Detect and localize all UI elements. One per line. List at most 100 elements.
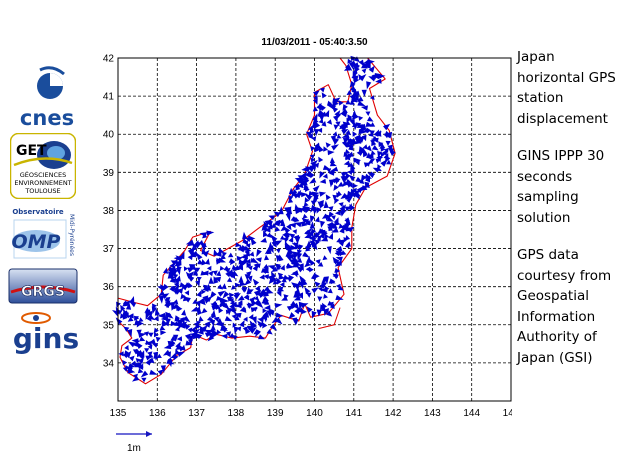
station-arrow: [298, 307, 304, 313]
station-arrow: [286, 224, 292, 231]
station-arrow: [371, 73, 379, 79]
station-arrow: [249, 296, 256, 304]
station-arrow: [201, 259, 207, 266]
station-arrow: [207, 334, 215, 342]
station-arrow: [293, 252, 299, 260]
station-arrow: [337, 285, 344, 291]
station-arrow: [173, 282, 180, 288]
station-arrow: [123, 326, 130, 332]
station-arrow: [334, 210, 341, 216]
station-arrow: [215, 320, 222, 326]
station-arrow: [342, 180, 349, 187]
station-arrow: [275, 277, 282, 285]
station-arrow: [366, 153, 374, 159]
station-arrow: [246, 271, 252, 277]
station-arrow: [334, 197, 340, 205]
station-arrow: [321, 92, 327, 99]
lat-tick-label: 41: [103, 92, 115, 103]
station-arrow: [361, 134, 367, 142]
station-arrow: [229, 292, 235, 298]
station-arrow: [328, 301, 334, 307]
station-arrow: [253, 329, 260, 335]
station-arrow: [173, 334, 179, 342]
station-arrow: [313, 90, 320, 97]
station-arrow: [343, 237, 349, 243]
station-arrow: [127, 341, 136, 348]
station-arrow: [223, 265, 231, 272]
station-arrow: [329, 157, 335, 164]
station-arrow: [128, 363, 136, 369]
station-arrow: [339, 112, 348, 118]
station-arrow: [155, 336, 161, 343]
station-arrow: [209, 327, 215, 335]
station-arrow: [383, 133, 392, 139]
station-arrow: [196, 290, 202, 298]
station-arrow: [271, 266, 278, 272]
station-arrow: [298, 301, 304, 310]
station-arrow: [301, 221, 308, 227]
station-arrow: [385, 140, 391, 146]
station-arrow: [366, 81, 372, 90]
station-arrow: [344, 206, 352, 212]
station-arrow: [124, 300, 131, 307]
station-arrow: [228, 258, 235, 263]
station-arrow: [167, 357, 173, 362]
station-arrow: [166, 312, 174, 319]
station-arrow: [292, 317, 298, 326]
station-arrow: [127, 329, 133, 338]
station-arrow: [243, 245, 252, 252]
station-arrow: [312, 113, 318, 122]
station-arrow: [250, 322, 258, 330]
station-arrow: [289, 259, 295, 264]
station-arrow: [292, 234, 299, 240]
station-arrow: [280, 225, 287, 232]
station-arrow: [244, 278, 252, 286]
displacement-arrows: [112, 55, 396, 383]
station-arrow: [280, 235, 285, 240]
station-arrow: [132, 341, 139, 348]
station-arrow: [202, 270, 209, 276]
station-arrow: [221, 298, 230, 304]
station-arrow: [127, 368, 136, 374]
station-arrow: [322, 173, 328, 179]
station-arrow: [169, 277, 176, 284]
station-arrow: [380, 146, 386, 152]
station-arrow: [278, 254, 284, 262]
caption-panel: Japan horizontal GPS station displacemen…: [517, 47, 617, 385]
station-arrow: [343, 151, 349, 157]
station-arrow: [201, 242, 207, 248]
station-arrow: [241, 287, 247, 293]
station-arrow: [355, 160, 360, 166]
station-arrow: [125, 302, 132, 310]
station-arrow: [208, 270, 214, 277]
station-arrow: [312, 98, 318, 105]
station-arrow: [167, 341, 174, 346]
station-arrow: [326, 222, 332, 228]
station-arrow: [330, 135, 336, 144]
station-arrow: [351, 110, 357, 118]
station-arrow: [318, 286, 323, 292]
station-arrow: [319, 171, 325, 179]
lat-tick-label: 40: [103, 130, 115, 141]
station-arrow: [332, 256, 339, 264]
station-arrow: [358, 129, 366, 135]
station-arrow: [185, 239, 194, 245]
station-arrow: [262, 315, 268, 323]
station-arrow: [344, 223, 350, 232]
station-arrow: [196, 276, 202, 282]
station-arrow: [309, 221, 315, 229]
station-arrow: [146, 315, 152, 322]
station-arrow: [330, 278, 336, 285]
station-arrow: [285, 231, 291, 238]
station-arrow: [258, 334, 265, 340]
station-arrow: [246, 252, 251, 258]
station-arrow: [165, 301, 171, 308]
station-arrow: [311, 310, 317, 319]
station-arrow: [335, 121, 341, 127]
station-arrow: [256, 301, 264, 309]
station-arrow: [187, 267, 195, 273]
station-arrow: [242, 326, 248, 333]
station-arrow: [245, 243, 251, 249]
station-arrow: [369, 122, 376, 127]
station-arrow: [368, 131, 374, 137]
